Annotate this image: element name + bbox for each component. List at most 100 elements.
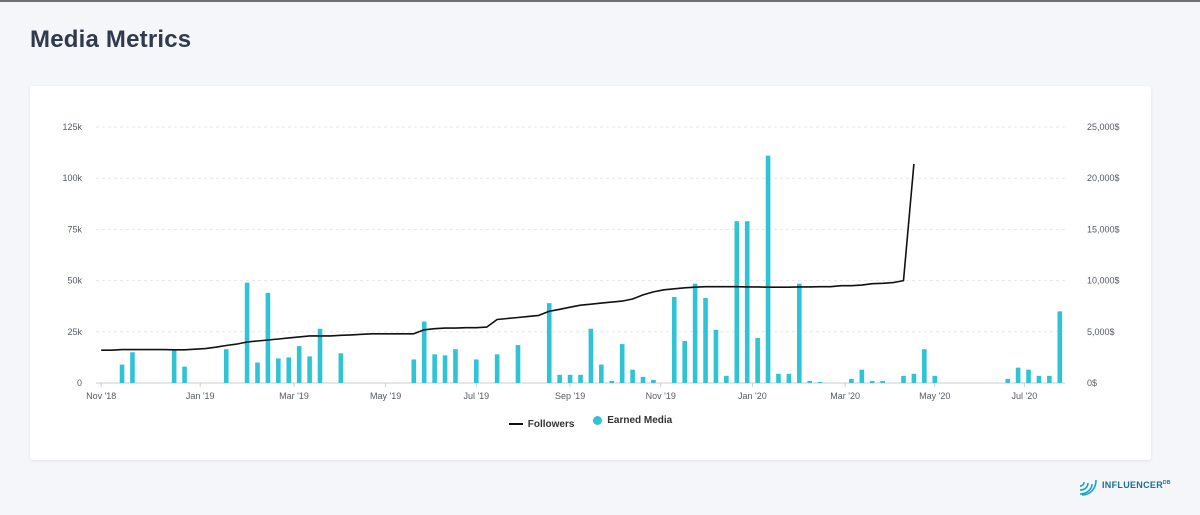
earned-media-bar — [922, 349, 927, 383]
earned-media-bar — [901, 375, 906, 383]
x-tick-label: Mar '19 — [279, 391, 309, 401]
earned-media-bar — [744, 221, 750, 383]
earned-media-bar — [421, 321, 427, 383]
earned-media-bar — [932, 375, 938, 383]
earned-media-bar — [317, 328, 323, 383]
earned-media-bar — [703, 298, 708, 383]
earned-media-bar — [474, 359, 479, 383]
earned-media-bar — [588, 328, 594, 383]
earned-media-bar — [171, 349, 177, 383]
y-left-tick-label: 50k — [67, 276, 82, 286]
earned-media-bar — [849, 378, 854, 383]
x-tick-label: Nov '18 — [86, 391, 116, 401]
earned-media-bar — [619, 344, 625, 383]
earned-media-bar — [682, 341, 687, 383]
y-left-tick-label: 100k — [62, 173, 82, 183]
y-left-tick-label: 75k — [67, 224, 82, 234]
x-tick-label: Jul '20 — [1011, 391, 1037, 401]
followers-line-layer — [101, 163, 915, 351]
legend-dot-swatch — [593, 416, 603, 425]
earned-media-bar — [651, 379, 656, 383]
earned-media-bar — [599, 364, 604, 383]
earned-media-bar — [307, 356, 312, 383]
chart-card: 0 0$ 25k 5,000$ 50k 10,000$ 75k 15,000$ 100k 20,0… — [30, 86, 1151, 460]
earned-media-bar — [734, 221, 740, 383]
earned-media-bar — [265, 292, 271, 383]
earned-media-bar — [671, 296, 677, 383]
x-tick-label: Jan '19 — [186, 391, 215, 401]
earned-media-bar — [713, 329, 719, 383]
x-tick-label: May '19 — [370, 391, 401, 401]
earned-media-bar — [755, 337, 760, 383]
earned-media-bar — [546, 303, 552, 383]
earned-media-bar — [276, 358, 281, 383]
earned-media-bar — [244, 282, 250, 383]
y-right-tick-label: 15,000$ — [1087, 224, 1120, 234]
earned-media-bar — [1036, 375, 1042, 383]
earned-media-bar — [453, 349, 458, 383]
x-tick-label: Nov '19 — [646, 391, 676, 401]
legend-item-followers[interactable]: Followers — [508, 418, 575, 430]
earned-media-bar — [432, 354, 437, 383]
earned-media-bar — [130, 352, 135, 383]
earned-media-bar — [797, 283, 802, 383]
y-left-tick-label: 0 — [77, 378, 82, 388]
earned-media-bar — [338, 353, 344, 383]
legend-item-earned-media[interactable]: Earned Media — [593, 415, 672, 426]
legend-line-swatch — [508, 423, 523, 425]
x-tick-label: Jul '19 — [463, 391, 489, 401]
earned-media-bar — [630, 369, 635, 383]
earned-media-bar — [692, 283, 698, 383]
earned-media-bar — [411, 359, 417, 383]
earned-media-bar — [911, 373, 917, 383]
influencer-logo-icon — [1079, 479, 1097, 496]
y-right-tick-label: 10,000$ — [1087, 276, 1120, 286]
legend-label-followers: Followers — [527, 418, 575, 430]
earned-media-bar — [578, 374, 583, 383]
page-title: Media Metrics — [30, 26, 192, 53]
brand-logo: INFLUENCERDB — [1078, 474, 1171, 496]
x-tick-label: Sep '19 — [555, 391, 585, 401]
earned-media-bar — [119, 364, 125, 383]
earned-media-bar — [223, 349, 229, 383]
axis-labels: 0 0$ 25k 5,000$ 50k 10,000$ 75k 15,000$ 100k 20,0… — [62, 122, 1119, 401]
earned-media-bar — [765, 155, 771, 383]
earned-media-bar — [442, 355, 448, 383]
earned-media-bar — [817, 381, 823, 383]
chart-legend: Followers Earned Media — [30, 415, 1151, 430]
y-right-tick-label: 5,000$ — [1087, 327, 1115, 337]
earned-media-bar — [640, 376, 646, 383]
earned-media-bar — [880, 380, 885, 383]
brand-name: INFLUENCERDB — [1102, 480, 1171, 490]
earned-media-bar — [1026, 369, 1031, 383]
earned-media-bar — [286, 357, 292, 383]
y-left-tick-label: 25k — [67, 327, 82, 337]
earned-media-bar — [776, 373, 781, 383]
earned-media-bar — [567, 374, 573, 383]
x-tick-label: Mar '20 — [830, 391, 860, 401]
earned-media-bar — [1005, 378, 1010, 383]
y-right-tick-label: 20,000$ — [1087, 173, 1120, 183]
earned-media-bar — [869, 380, 875, 383]
x-tick-label: May '20 — [919, 391, 950, 401]
earned-media-bar — [609, 380, 615, 383]
earned-media-bar — [557, 374, 562, 383]
earned-media-bar — [786, 373, 792, 383]
earned-media-bar — [807, 380, 813, 383]
earned-media-bar — [1057, 311, 1063, 383]
earned-media-bar — [1047, 375, 1052, 383]
x-tick-label: Jan '20 — [738, 391, 767, 401]
earned-media-bars — [119, 155, 1063, 383]
followers-line — [101, 163, 915, 351]
media-metrics-chart: 0 0$ 25k 5,000$ 50k 10,000$ 75k 15,000$ 100k 20,0… — [62, 122, 1119, 401]
y-left-tick-label: 125k — [62, 122, 82, 132]
earned-media-bar — [296, 346, 302, 383]
y-right-tick-label: 25,000$ — [1087, 122, 1120, 132]
earned-media-bar — [724, 375, 729, 383]
earned-media-bar — [182, 366, 187, 383]
earned-media-bar — [1015, 367, 1021, 383]
earned-media-bar — [515, 345, 521, 383]
legend-label-earned-media: Earned Media — [607, 415, 673, 426]
earned-media-bar — [255, 362, 260, 383]
earned-media-bar — [494, 354, 500, 383]
